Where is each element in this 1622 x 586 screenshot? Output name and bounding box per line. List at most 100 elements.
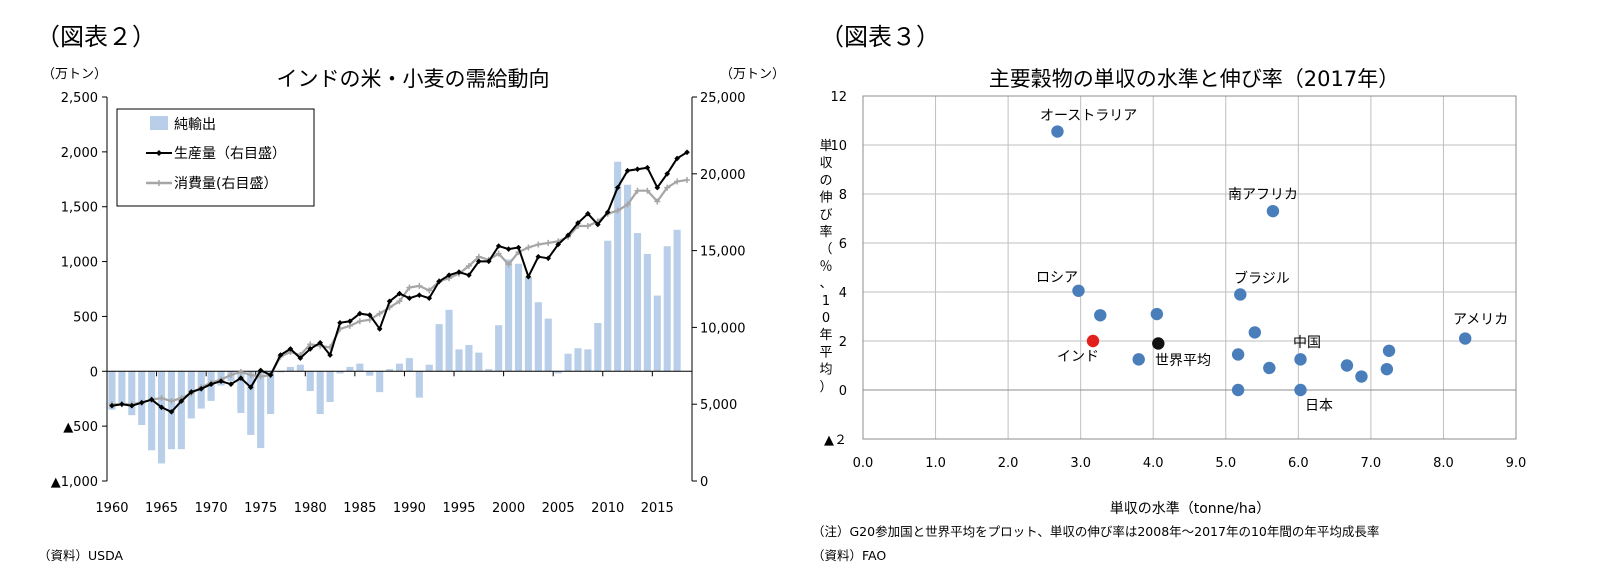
consumption-marker (257, 373, 264, 380)
right-x-axis-label: 単収の水準（tonne/ha） (1110, 501, 1271, 517)
y-axis-label-char: 均 (819, 363, 832, 378)
x-tick-label: 2015 (641, 501, 674, 516)
x-tick-label: 2010 (591, 501, 624, 516)
consumption-marker (465, 262, 472, 269)
y-axis-label-char: ） (819, 380, 832, 395)
production-marker (664, 171, 671, 177)
net-export-bar (346, 366, 354, 372)
net-export-bar (405, 358, 413, 372)
net-export-bar (614, 161, 622, 372)
net-export-bar (455, 349, 463, 372)
legend-marker-consumption (156, 180, 162, 186)
scatter-point (1380, 362, 1394, 376)
right-y-tick-label: 25,000 (700, 91, 746, 106)
scatter-point (1072, 284, 1085, 297)
net-export-bar (604, 240, 612, 372)
production-marker (287, 346, 294, 352)
production-marker (148, 396, 155, 403)
point-label: 日本 (1305, 398, 1333, 414)
y-axis-label-char: 1 (822, 294, 830, 309)
consumption-marker (376, 310, 383, 317)
consumption-marker (158, 395, 165, 402)
consumption-marker (545, 239, 552, 246)
plot-border (862, 95, 1517, 440)
scatter-point (1266, 204, 1280, 218)
point-label: オーストラリア (1040, 108, 1137, 124)
left-axis-unit: （万トン） (42, 67, 107, 82)
x-tick-label: 1995 (442, 501, 475, 516)
consumption-marker (247, 372, 254, 379)
net-export-bar (157, 371, 166, 464)
production-marker (178, 398, 185, 404)
production-marker (654, 184, 661, 191)
right-plot-area: 0.0 1.0 2.0 3.0 4.0 5.0 6.0 7.0 8.0 9.0121086420▲… (824, 90, 1526, 471)
net-export-bar (306, 371, 314, 392)
production-marker (535, 253, 542, 260)
x-tick-label: 2.0 (998, 456, 1019, 471)
production-marker (614, 184, 621, 191)
net-export-bar (663, 246, 671, 372)
left-y-tick-label: 1,000 (61, 256, 98, 271)
point-label: アメリカ (1453, 312, 1508, 328)
left-y-tick-label: 0 (90, 365, 98, 380)
production-marker (357, 310, 363, 317)
production-marker (466, 272, 472, 278)
right-y-tick-label: 0 (700, 475, 708, 490)
x-tick-label: 2005 (542, 501, 575, 516)
x-tick-label: 9.0 (1506, 456, 1527, 471)
right-y-tick-label: 15,000 (700, 245, 746, 260)
net-export-bar (495, 325, 503, 372)
y-tick-label: 2 (839, 335, 847, 350)
legend-marker-production (156, 150, 162, 156)
y-axis-label-char: 収 (819, 156, 832, 171)
legend-label: 純輸出 (174, 117, 216, 133)
consumption-marker (644, 187, 651, 194)
production-marker (585, 210, 591, 217)
production-marker (317, 339, 323, 346)
production-marker (436, 278, 442, 285)
right-axis-unit: （万トン） (720, 67, 785, 82)
production-marker (257, 367, 264, 374)
production-marker (505, 246, 512, 252)
net-export-bar (128, 371, 136, 416)
legend-swatch-bar (150, 116, 168, 130)
net-export-bar (376, 371, 384, 393)
production-marker (208, 381, 214, 388)
production-marker (168, 409, 175, 415)
net-export-bar (435, 324, 443, 372)
production-marker (476, 258, 482, 265)
y-tick-label: 4 (839, 286, 847, 301)
scatter-point (1355, 370, 1368, 383)
net-export-bar (247, 371, 255, 435)
net-export-bar (524, 276, 532, 372)
production-marker (644, 164, 651, 171)
net-export-bar (267, 371, 275, 415)
right-y-tick-label: 10,000 (700, 321, 746, 336)
figure-label-left: （図表２） (36, 23, 156, 51)
scatter-point (1234, 288, 1247, 301)
production-marker (366, 312, 373, 318)
consumption-marker (168, 398, 175, 405)
production-marker (138, 399, 145, 406)
net-export-bar (504, 259, 513, 372)
net-export-bar (395, 363, 404, 372)
figure-label-right: （図表３） (820, 23, 940, 51)
net-export-bar (514, 263, 523, 372)
consumption-marker (227, 372, 234, 379)
net-export-bar (366, 371, 374, 376)
right-chart-title: 主要穀物の単収の水準と伸び率（2017年） (989, 67, 1399, 91)
production-marker (674, 155, 680, 162)
consumption-marker (416, 282, 423, 289)
production-marker (634, 166, 641, 172)
consumption-marker (356, 318, 363, 325)
point-label: 南アフリカ (1228, 187, 1298, 203)
production-marker (307, 346, 314, 352)
production-marker (525, 273, 532, 280)
production-marker (297, 355, 304, 361)
scatter-point (1248, 326, 1262, 339)
net-export-bar (148, 371, 156, 451)
y-tick-label: 12 (830, 90, 847, 105)
right-y-axis-label: 単収の伸び率 （ ％ 、 1 0 年平均 ） (819, 138, 832, 395)
x-tick-label: 1990 (393, 501, 426, 516)
